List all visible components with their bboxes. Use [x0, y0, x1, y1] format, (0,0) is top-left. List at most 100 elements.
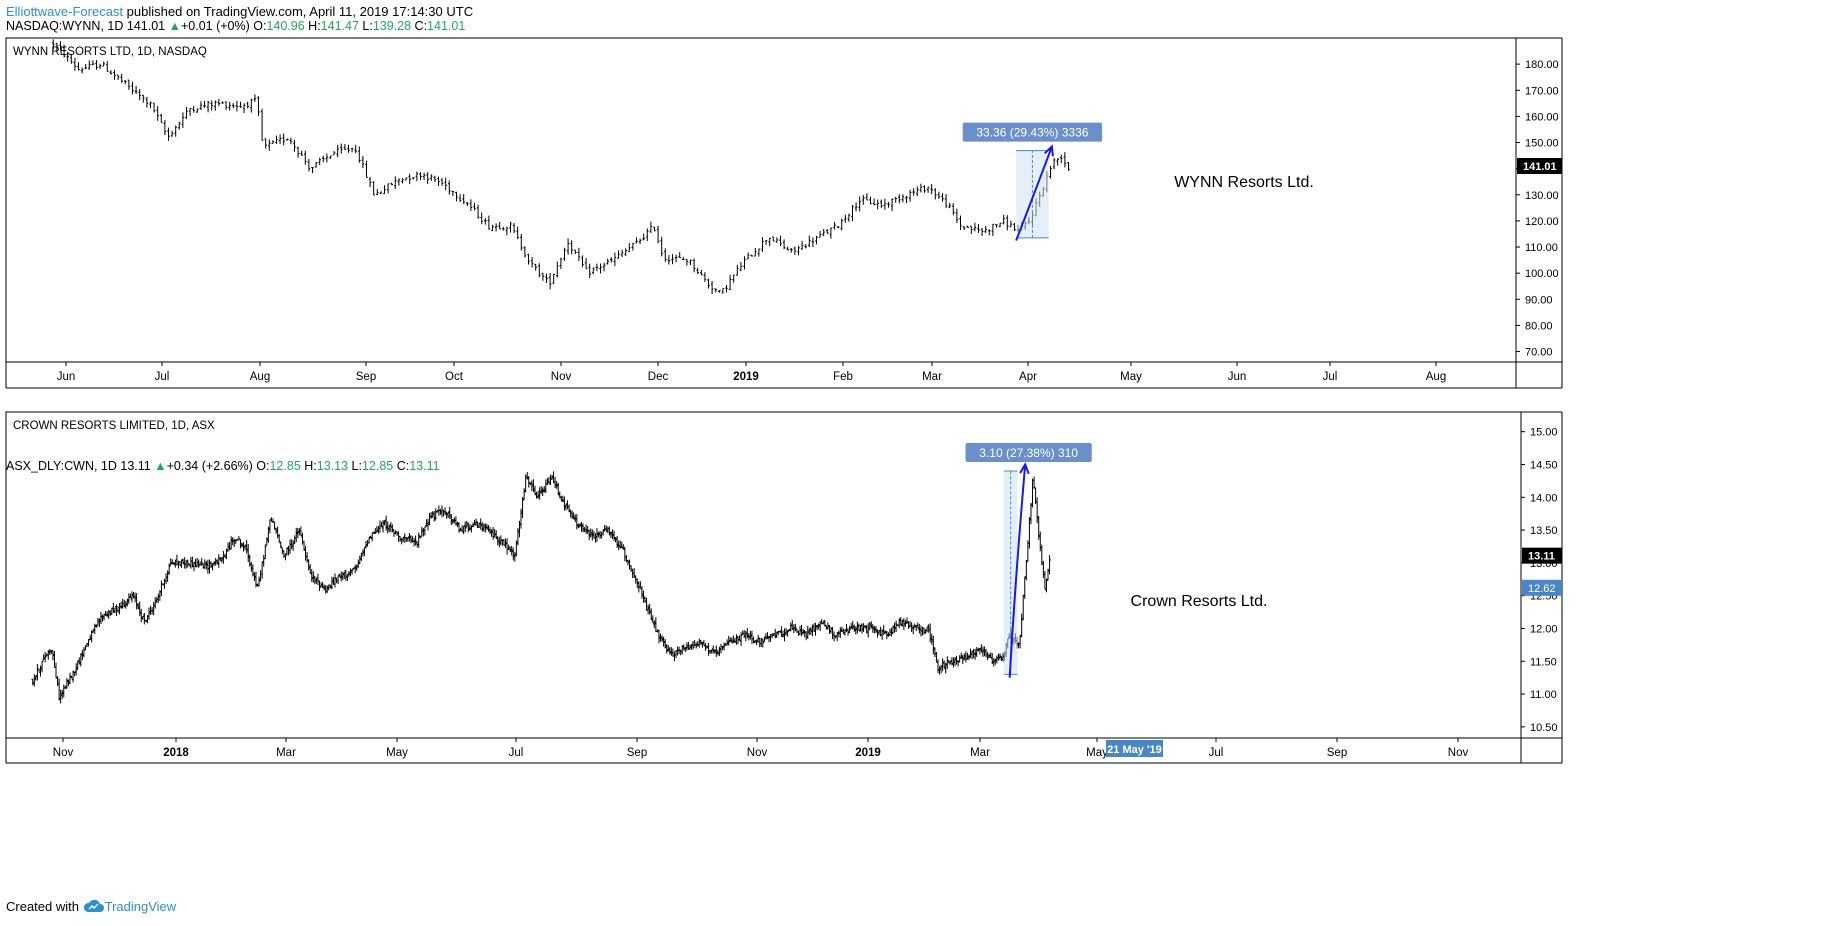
ohlc-bar: [185, 106, 188, 120]
ohlc-bar: [1025, 559, 1028, 581]
ohlc-bar: [769, 634, 772, 642]
ohlc-bar: [923, 185, 926, 193]
ohlc-bar: [365, 160, 368, 178]
crosshair-price-label: 12.62: [1528, 583, 1556, 595]
ohlc-bar: [991, 223, 995, 236]
ohlc-bar: [260, 561, 264, 579]
ohlc-bar: [739, 261, 743, 272]
ohlc-bar: [722, 642, 726, 651]
y-tick-label: 150.00: [1525, 138, 1559, 150]
ohlc-bar: [411, 177, 415, 180]
ohlc-bar: [325, 153, 329, 163]
y-tick-label: 70.00: [1525, 347, 1553, 359]
ohlc-bar: [149, 101, 152, 109]
y-tick-label: 11.50: [1530, 656, 1557, 668]
ohlc-bar: [308, 564, 312, 574]
ohlc-bar: [384, 515, 388, 531]
ohlc-bar: [522, 488, 526, 501]
ohlc-bar: [455, 191, 458, 202]
ohlc-bar: [1002, 214, 1005, 225]
ohlc-bar: [829, 227, 833, 239]
ohlc-bar: [167, 127, 170, 142]
ohlc-bar: [602, 262, 606, 272]
ohlc-bar: [624, 248, 627, 257]
ohlc-bar: [217, 98, 221, 107]
ohlc-bar: [381, 520, 385, 533]
ohlc-bar: [527, 253, 530, 265]
ohlc-bar: [746, 627, 749, 639]
ohlc-bar: [181, 112, 185, 129]
ohlc-bar: [482, 523, 486, 532]
ohlc-bar: [253, 94, 257, 102]
ohlc-bar: [454, 516, 458, 526]
ohlc-bar: [275, 135, 278, 144]
ohlc-bar: [758, 637, 762, 648]
ohlc-bar: [262, 554, 266, 567]
measure-label-box: [965, 443, 1092, 463]
ohlc-bar: [189, 556, 193, 569]
tradingview-link[interactable]: TradingView: [104, 899, 177, 914]
ohlc-bar: [278, 134, 282, 145]
ohlc-bar: [264, 138, 267, 149]
ohlc-bar: [127, 593, 131, 604]
last-price-box: [1522, 547, 1562, 564]
quote-line-top: NASDAQ:WYNN, 1D 141.01 ▲+0.01 (+0%) O:14…: [6, 18, 465, 34]
ohlc-bar: [696, 641, 700, 647]
ohlc-bar: [879, 199, 883, 208]
ohlc-bar: [547, 477, 551, 484]
ohlc-bar: [638, 238, 642, 245]
ohlc-bar: [260, 108, 264, 141]
ohlc-bar: [924, 629, 927, 634]
ohlc-bar: [174, 125, 177, 137]
ohlc-bar: [553, 476, 557, 489]
ohlc-bar: [432, 510, 436, 522]
tradingview-cloud-icon[interactable]: [83, 899, 105, 913]
ohlc-bar: [314, 161, 318, 168]
ohlc-bar: [109, 70, 113, 75]
ohlc-bar: [649, 221, 653, 234]
ohlc-bar: [742, 630, 746, 638]
ohlc-bar: [197, 559, 200, 568]
y-tick-label: 130.00: [1525, 190, 1559, 202]
ohlc-bar: [601, 529, 605, 536]
ohlc-bar: [66, 51, 69, 62]
ohlc-bar: [333, 573, 337, 588]
x-tick-label: Aug: [1426, 371, 1446, 383]
ohlc-bar: [229, 536, 233, 550]
ohlc-bar: [642, 233, 645, 241]
ohlc-bar: [170, 130, 174, 137]
ohlc-bar: [818, 230, 822, 238]
author-link[interactable]: Elliottwave-Forecast: [6, 4, 124, 19]
ohlc-bar: [329, 155, 332, 159]
ohlc-bar: [530, 480, 534, 492]
ohlc-bar: [753, 248, 757, 257]
ohlc-bar: [692, 258, 696, 273]
ohlc-bar: [155, 596, 159, 604]
ohlc-bar: [350, 569, 354, 575]
ohlc-bar: [73, 671, 76, 677]
y-tick-label: 170.00: [1525, 85, 1559, 97]
ohlc-bar: [487, 525, 490, 532]
quote-line-bottom: ASX_DLY:CWN, 1D 13.11 ▲+0.34 (+2.66%) O:…: [6, 458, 440, 474]
ohlc-bar: [746, 252, 750, 260]
ohlc-bar: [501, 226, 505, 231]
ohlc-bar: [361, 155, 365, 169]
ohlc-bar: [277, 534, 281, 543]
ohlc-bar: [116, 606, 120, 612]
ohlc-bar: [389, 522, 393, 533]
x-tick-label: Nov: [551, 371, 572, 383]
ohlc-bar: [823, 620, 827, 627]
ohlc-bar: [997, 653, 1000, 661]
quote-symbol[interactable]: ASX_DLY:CWN, 1D: [6, 459, 117, 473]
quote-symbol[interactable]: NASDAQ:WYNN, 1D: [6, 19, 124, 33]
ohlc-bar: [42, 654, 45, 661]
ohlc-bar: [180, 559, 183, 568]
ohlc-bar: [854, 626, 858, 635]
ohlc-bar: [662, 636, 665, 647]
last-price-label: 13.11: [1528, 551, 1555, 563]
ohlc-bar: [812, 623, 816, 632]
ohlc-bar: [343, 571, 346, 580]
ohlc-bar: [521, 497, 524, 519]
ohlc-bar: [285, 547, 289, 556]
